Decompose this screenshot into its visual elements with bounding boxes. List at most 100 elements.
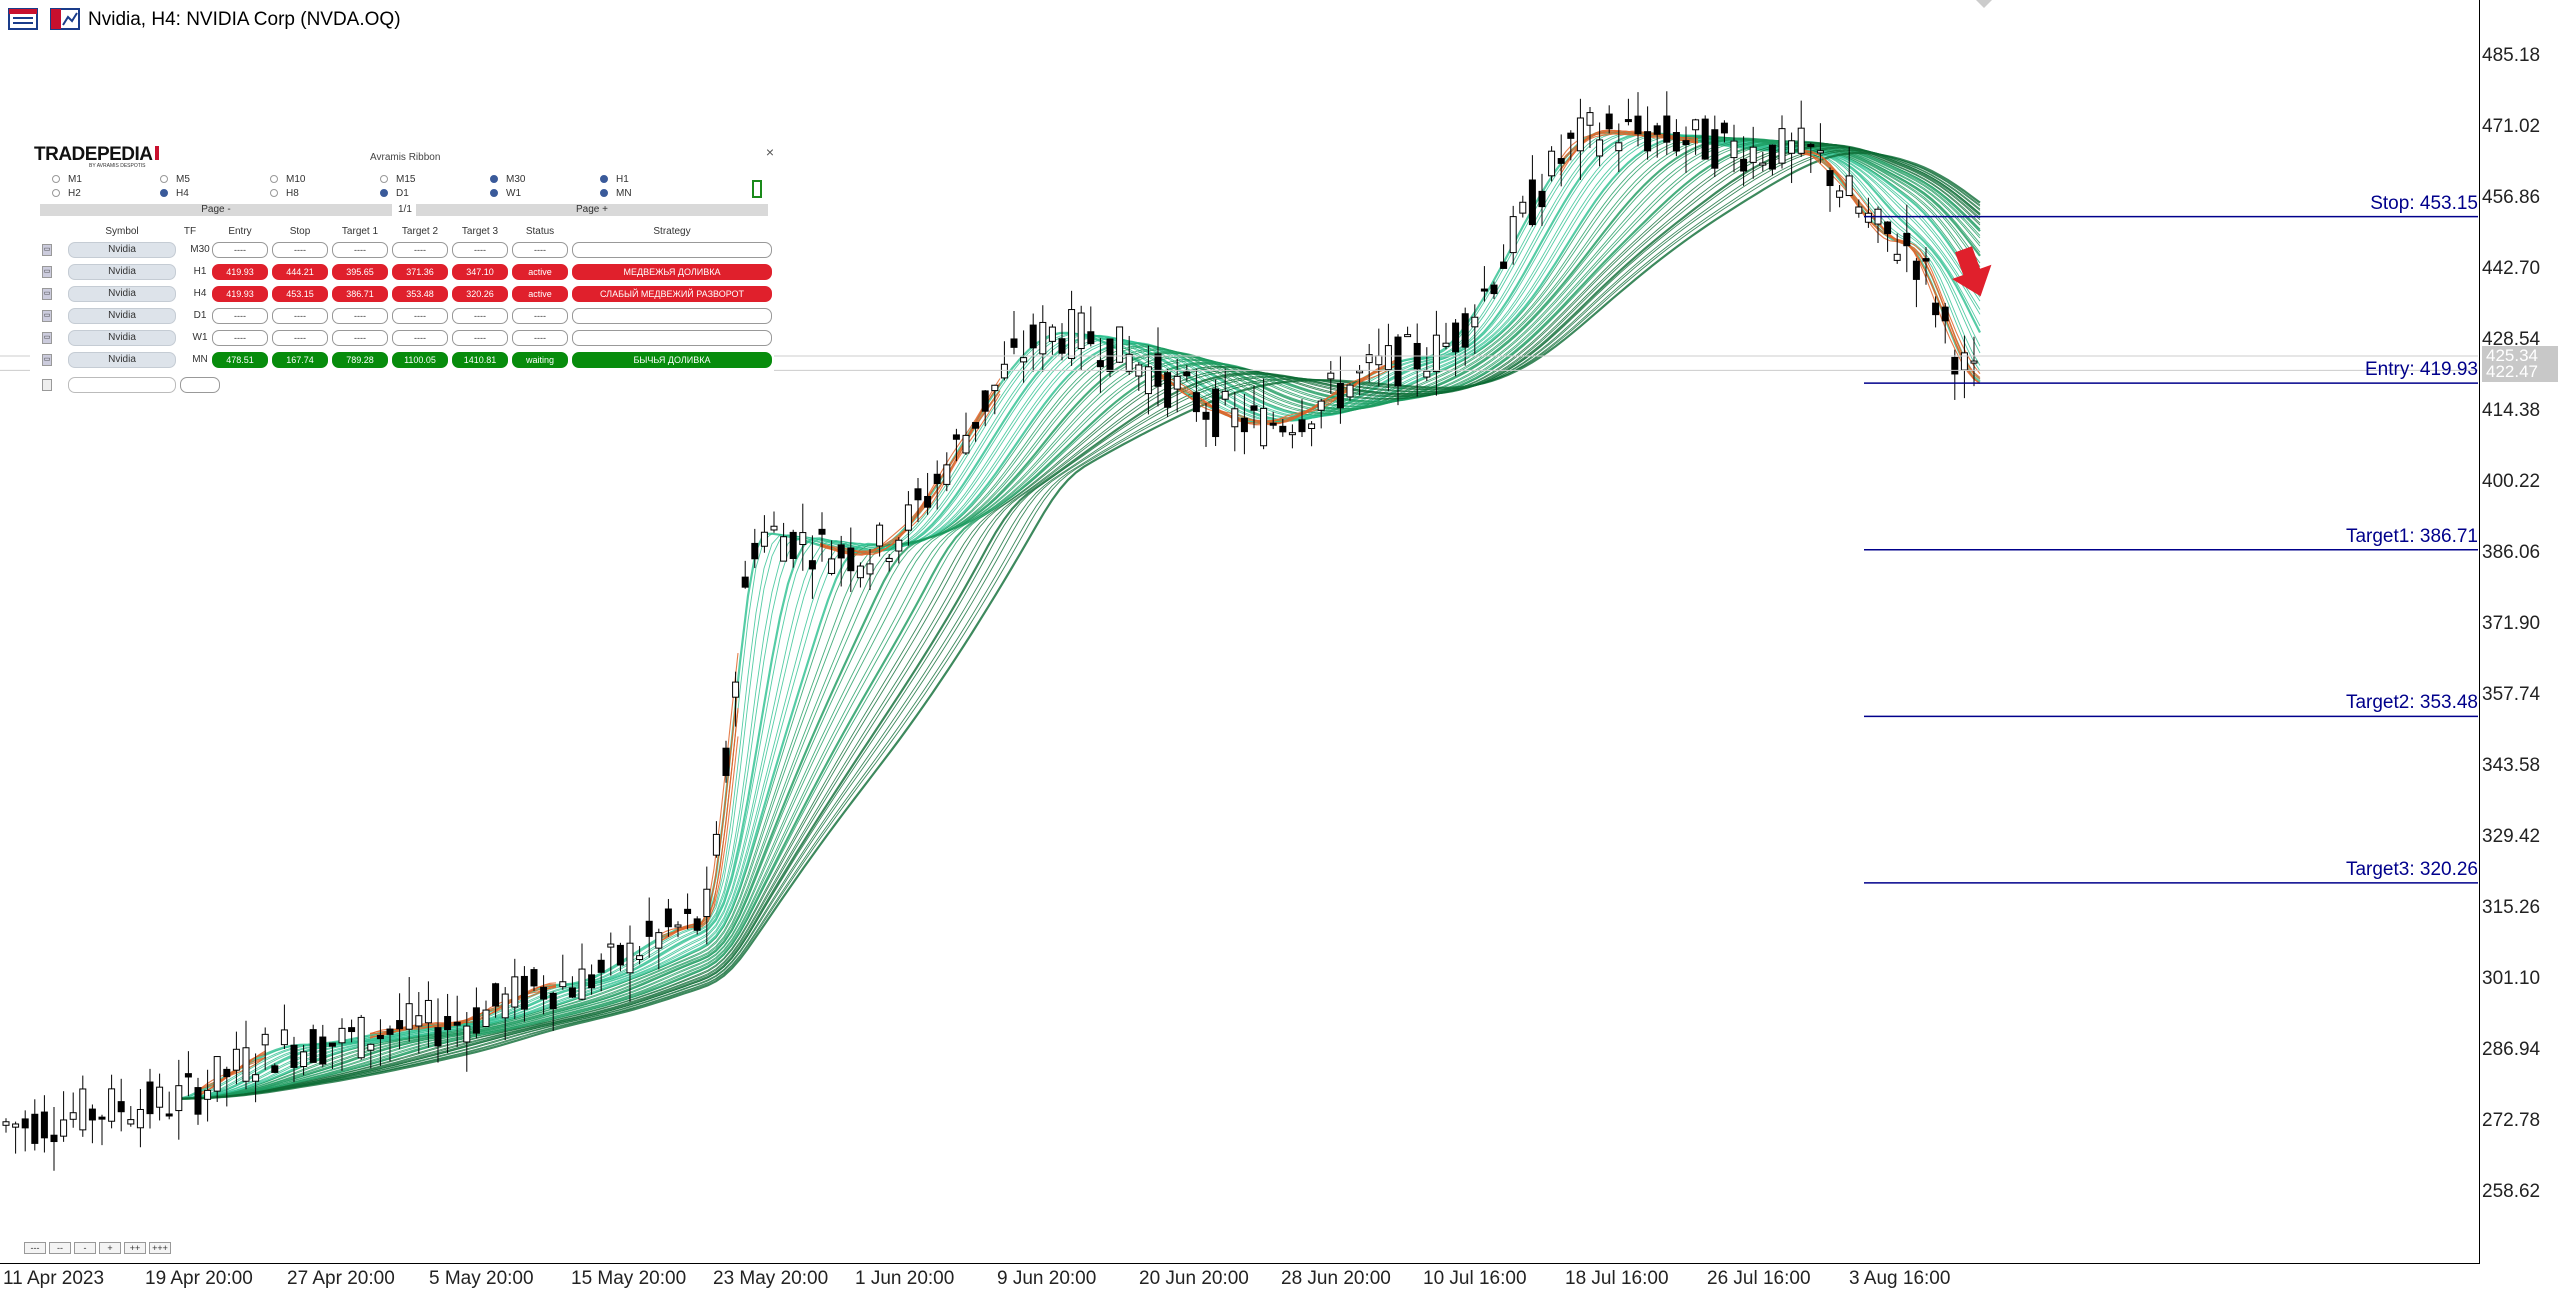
candle-body [847,547,855,572]
timeframe-option[interactable]: H4 [160,188,189,199]
price-label: 286.94 [2482,1039,2541,1060]
candle-body [1068,309,1076,359]
candle-body [655,932,663,949]
candle-body [1336,382,1344,409]
candle-body [933,473,941,484]
zoom-button[interactable]: +++ [149,1242,171,1254]
candle-body [1192,392,1200,413]
timeframe-option[interactable]: M30 [490,174,525,185]
table-row[interactable]: ▭ Nvidia D1 ---- ---- ---- ---- ---- ---- [40,308,774,325]
candle-body [405,1003,413,1030]
candle-body [463,1025,471,1043]
radio-icon[interactable] [160,189,168,198]
table-row[interactable]: ▭ Nvidia H4 419.93 453.15 386.71 353.48 320.26 a… [40,286,774,303]
time-label: 19 Apr 20:00 [145,1268,253,1289]
time-label: 18 Jul 16:00 [1565,1268,1669,1289]
timeframe-option[interactable]: H1 [600,174,629,185]
candle-body [1672,132,1680,152]
column-header: Entry [228,226,252,237]
value-cell: МЕДВЕЖЬЯ ДОЛИВКА [572,264,772,280]
radio-icon[interactable] [270,175,278,184]
radio-icon[interactable] [270,189,278,198]
candle-body [1029,324,1037,349]
value-cell: ---- [392,242,448,258]
table-row[interactable]: ▭ Nvidia MN 478.51 167.74 789.28 1100.05 1410.8… [40,352,774,369]
column-header: Target 1 [341,226,379,237]
candle-body [21,1118,29,1129]
list-icon[interactable] [8,8,38,30]
candle-body [1711,129,1719,169]
candle-body [808,560,816,570]
candle-body [1884,221,1892,235]
candle-body [1096,360,1104,368]
value-cell: ---- [452,330,508,346]
candle-body [194,1087,202,1115]
zoom-button[interactable]: - [74,1242,96,1254]
candle-body [1356,370,1364,374]
radio-icon[interactable] [52,175,60,184]
value-cell: ---- [212,308,268,324]
timeframe-option[interactable]: H8 [270,188,299,199]
chart-frame[interactable] [0,0,2480,1264]
radio-icon[interactable] [490,189,498,198]
price-chart[interactable] [0,0,2480,1264]
candle-body [741,576,749,588]
time-label: 23 May 20:00 [713,1268,829,1289]
candle-body [1212,388,1220,438]
radio-icon[interactable] [52,189,60,198]
lock-icon[interactable]: ▭ [42,244,52,256]
page-prev-button[interactable]: Page - [40,204,392,216]
zoom-button[interactable]: -- [49,1242,71,1254]
candle-body [1231,408,1239,428]
timeframe-option[interactable]: M10 [270,174,305,185]
table-row[interactable]: ▭ Nvidia H1 419.93 444.21 395.65 371.36 347.10 a… [40,264,774,281]
radio-icon[interactable] [600,189,608,198]
lock-icon[interactable]: ▭ [42,332,52,344]
zoom-button[interactable]: ++ [124,1242,146,1254]
candle-body [1653,125,1661,135]
radio-icon[interactable] [600,175,608,184]
timeframe-option[interactable]: M5 [160,174,190,185]
radio-icon[interactable] [160,175,168,184]
timeframe-option[interactable]: W1 [490,188,521,199]
radio-icon[interactable] [380,189,388,198]
zoom-button[interactable]: --- [24,1242,46,1254]
candle-body [693,918,701,931]
candle-body [1509,216,1517,254]
radio-icon[interactable] [490,175,498,184]
panel-title: Avramis Ribbon [370,152,441,163]
timeframe-option[interactable]: MN [600,188,632,199]
candle-body [876,524,884,547]
lock-icon[interactable]: ▭ [42,288,52,300]
ribbon-line [179,141,1981,1100]
timeframe-option[interactable]: H2 [52,188,81,199]
chart-icon[interactable] [50,8,80,30]
zoom-button[interactable]: + [99,1242,121,1254]
candle-body [415,1015,423,1027]
column-header: Stop [289,226,311,237]
value-cell: СЛАБЫЙ МЕДВЕЖИЙ РАЗВОРОТ [572,286,772,302]
time-label: 26 Jul 16:00 [1707,1268,1811,1289]
lock-icon[interactable]: ▭ [42,310,52,322]
close-icon[interactable]: × [765,144,774,160]
lock-icon[interactable]: ▭ [42,354,52,366]
timeframe-option[interactable]: M15 [380,174,415,185]
table-row[interactable]: ▭ Nvidia M30 ---- ---- ---- ---- ---- ---- [40,242,774,259]
candle-body [962,434,970,454]
zoom-controls: --- -- - + ++ +++ [24,1242,174,1260]
bear-ribbon-line [199,1056,267,1096]
candle-body [309,1029,317,1063]
timeframe-option[interactable]: D1 [380,188,409,199]
candle-body [1826,170,1834,187]
timeframe-option[interactable]: M1 [52,174,82,185]
lock-icon[interactable]: ▭ [42,266,52,278]
radio-icon[interactable] [380,175,388,184]
table-row[interactable]: ▭ Nvidia W1 ---- ---- ---- ---- ---- ---- [40,330,774,347]
price-label: 428.54 [2482,329,2541,350]
value-cell: БЫЧЬЯ ДОЛИВКА [572,352,772,368]
candle-body [866,563,874,575]
price-label: 414.38 [2482,400,2541,421]
page-next-button[interactable]: Page + [416,204,768,216]
value-cell: 1410.81 [452,352,508,368]
candle-body [1106,338,1114,372]
